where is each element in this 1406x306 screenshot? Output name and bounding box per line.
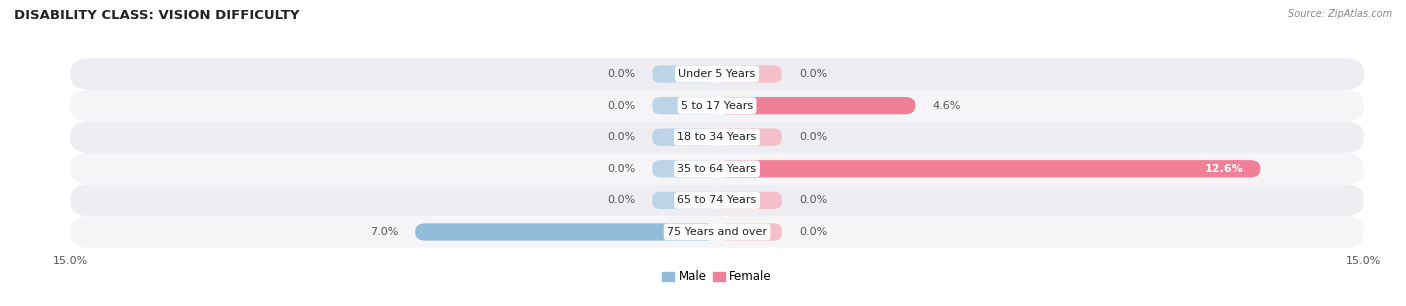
Text: 0.0%: 0.0% bbox=[607, 132, 636, 142]
FancyBboxPatch shape bbox=[717, 129, 782, 146]
FancyBboxPatch shape bbox=[70, 58, 1364, 90]
FancyBboxPatch shape bbox=[652, 129, 717, 146]
FancyBboxPatch shape bbox=[70, 153, 1364, 185]
FancyBboxPatch shape bbox=[717, 223, 782, 241]
Text: 0.0%: 0.0% bbox=[607, 101, 636, 111]
Text: 35 to 64 Years: 35 to 64 Years bbox=[678, 164, 756, 174]
FancyBboxPatch shape bbox=[717, 160, 1260, 177]
Text: 18 to 34 Years: 18 to 34 Years bbox=[678, 132, 756, 142]
FancyBboxPatch shape bbox=[70, 121, 1364, 153]
FancyBboxPatch shape bbox=[70, 90, 1364, 121]
FancyBboxPatch shape bbox=[652, 97, 717, 114]
FancyBboxPatch shape bbox=[652, 192, 717, 209]
Legend: Male, Female: Male, Female bbox=[658, 266, 776, 288]
Text: 5 to 17 Years: 5 to 17 Years bbox=[681, 101, 754, 111]
Text: 0.0%: 0.0% bbox=[799, 195, 827, 205]
Text: 0.0%: 0.0% bbox=[607, 195, 636, 205]
FancyBboxPatch shape bbox=[70, 185, 1364, 216]
Text: 0.0%: 0.0% bbox=[799, 132, 827, 142]
Text: 0.0%: 0.0% bbox=[607, 164, 636, 174]
FancyBboxPatch shape bbox=[70, 216, 1364, 248]
Text: Under 5 Years: Under 5 Years bbox=[679, 69, 755, 79]
FancyBboxPatch shape bbox=[717, 192, 782, 209]
Text: 12.6%: 12.6% bbox=[1205, 164, 1243, 174]
FancyBboxPatch shape bbox=[717, 97, 915, 114]
Text: 0.0%: 0.0% bbox=[799, 227, 827, 237]
Text: 0.0%: 0.0% bbox=[799, 69, 827, 79]
Text: 4.6%: 4.6% bbox=[932, 101, 962, 111]
FancyBboxPatch shape bbox=[652, 160, 717, 177]
Text: 0.0%: 0.0% bbox=[607, 69, 636, 79]
Text: DISABILITY CLASS: VISION DIFFICULTY: DISABILITY CLASS: VISION DIFFICULTY bbox=[14, 9, 299, 22]
Text: Source: ZipAtlas.com: Source: ZipAtlas.com bbox=[1288, 9, 1392, 19]
Text: 7.0%: 7.0% bbox=[370, 227, 398, 237]
Text: 65 to 74 Years: 65 to 74 Years bbox=[678, 195, 756, 205]
FancyBboxPatch shape bbox=[415, 223, 717, 241]
Text: 75 Years and over: 75 Years and over bbox=[666, 227, 768, 237]
FancyBboxPatch shape bbox=[717, 65, 782, 83]
FancyBboxPatch shape bbox=[652, 65, 717, 83]
